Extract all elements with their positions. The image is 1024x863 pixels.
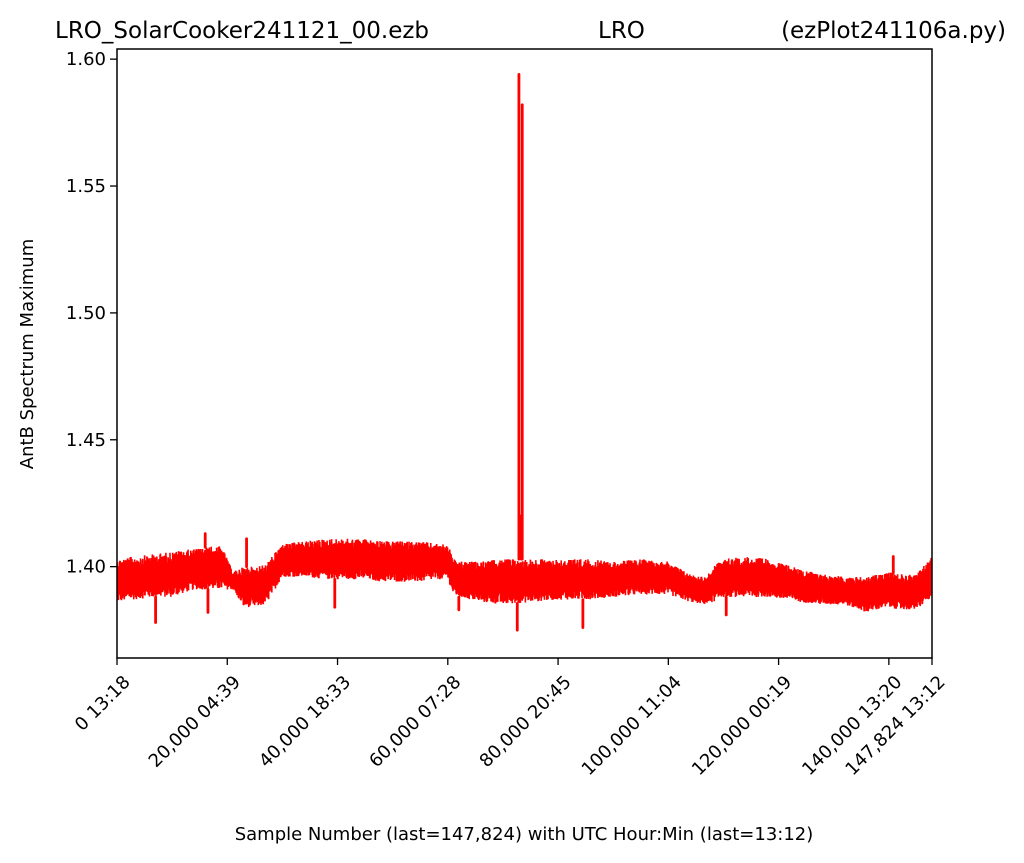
y-axis: 1.40 1.45 1.50 1.55 1.60 [66, 49, 117, 578]
y-tick-label: 1.60 [66, 49, 106, 70]
x-axis-label: Sample Number (last=147,824) with UTC Ho… [235, 824, 814, 845]
x-tick-label: 20,000 04:39 [145, 672, 245, 772]
x-tick-label: 60,000 07:28 [365, 672, 465, 772]
plot-frame [116, 48, 933, 659]
y-tick-label: 1.55 [66, 176, 106, 197]
header-site: LRO [598, 18, 645, 44]
x-tick-label: 80,000 20:45 [476, 672, 576, 772]
x-tick-label: 120,000 00:19 [688, 672, 796, 780]
x-tick-label: 100,000 11:04 [578, 672, 686, 780]
y-tick-label: 1.50 [66, 303, 106, 324]
y-tick-label: 1.45 [66, 430, 106, 451]
x-tick-label: 40,000 18:33 [255, 672, 355, 772]
x-tick-label: 0 13:18 [71, 672, 135, 736]
y-tick-label: 1.40 [66, 557, 106, 578]
series-layer [117, 72, 932, 632]
y-axis-label: AntB Spectrum Maximum [17, 239, 38, 469]
chart-header: LRO_SolarCooker241121_00.ezb LRO (ezPlot… [55, 18, 1006, 44]
x-axis: 0 13:18 20,000 04:39 40,000 18:33 60,000 07… [71, 658, 950, 780]
header-filename: LRO_SolarCooker241121_00.ezb [55, 18, 429, 44]
series-noise-band [117, 538, 932, 612]
header-script: (ezPlot241106a.py) [781, 18, 1006, 44]
